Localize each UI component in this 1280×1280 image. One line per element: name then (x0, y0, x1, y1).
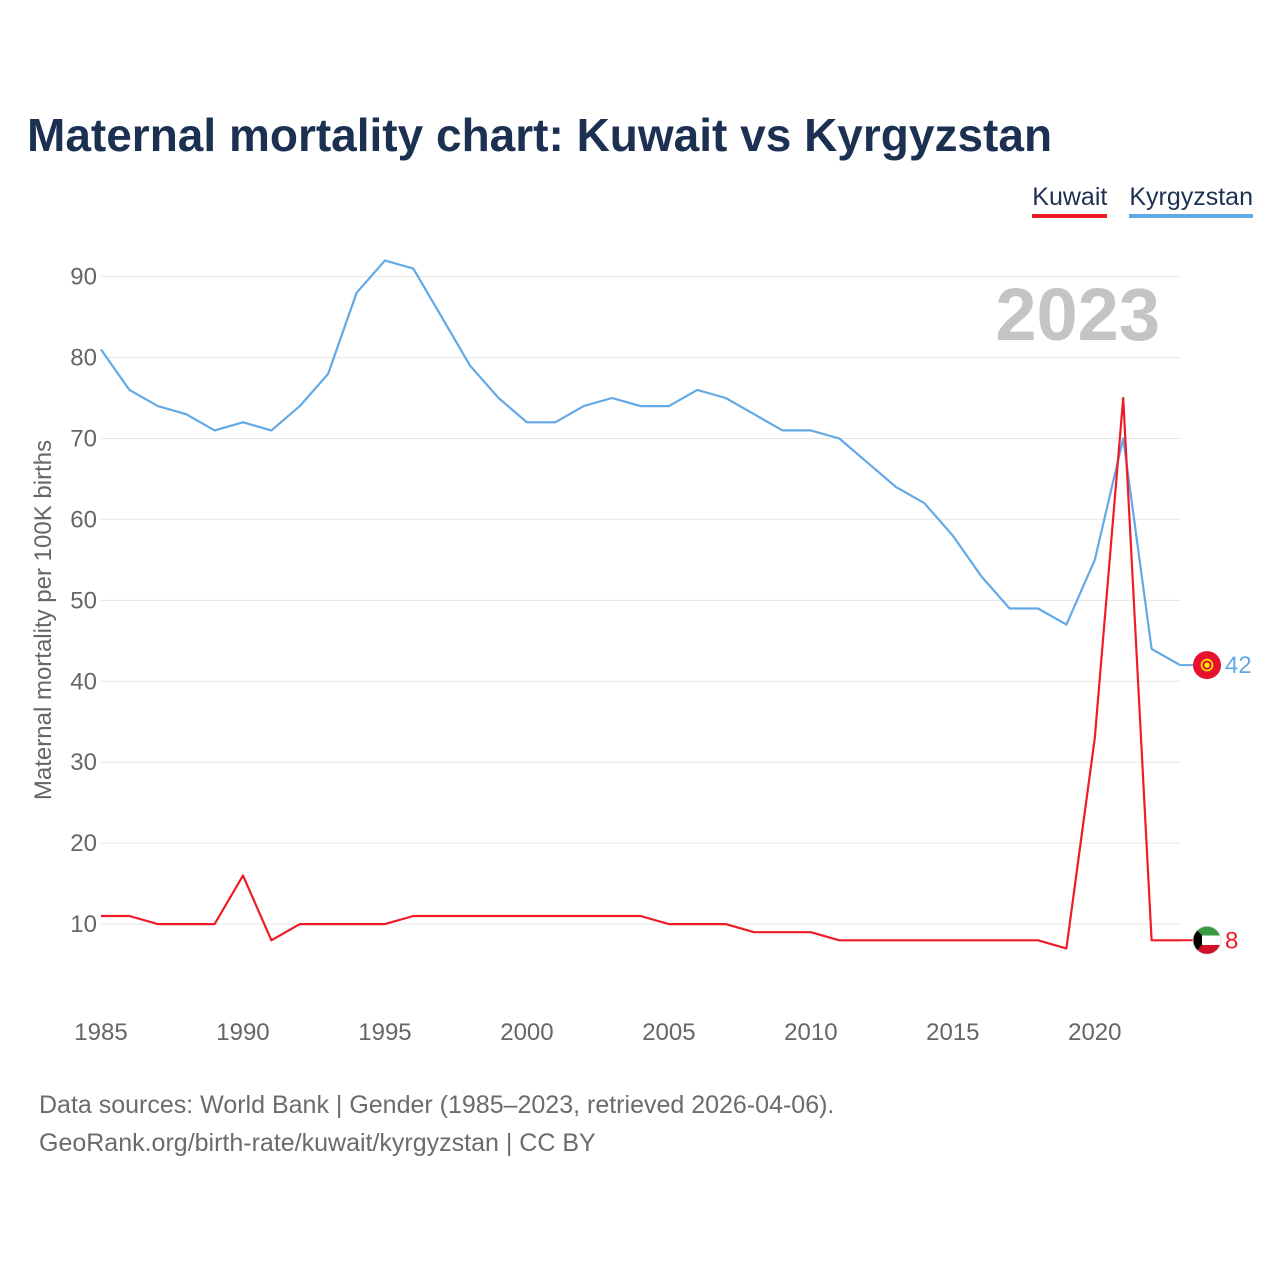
x-tick-label: 2020 (1068, 1019, 1121, 1046)
kuwait-flag-icon (1192, 925, 1222, 955)
data-source-note: Data sources: World Bank | Gender (1985–… (39, 1091, 835, 1119)
x-tick-label: 1990 (216, 1019, 269, 1046)
x-tick-label: 2015 (926, 1019, 979, 1046)
series-line-kyrgyzstan (100, 259, 1181, 667)
kyrgyzstan-flag-icon (1193, 651, 1221, 680)
y-tick-label: 80 (70, 345, 97, 372)
x-tick-label: 1995 (358, 1019, 411, 1046)
x-tick-label: 2005 (642, 1019, 695, 1046)
legend: Kuwait Kyrgyzstan (1032, 183, 1253, 218)
y-axis-label: Maternal mortality per 100K births (30, 440, 57, 800)
year-watermark: 2023 (995, 273, 1160, 356)
y-tick-label: 50 (70, 587, 97, 614)
y-tick-label: 30 (70, 749, 97, 776)
x-tick-label: 1985 (74, 1019, 127, 1046)
line-chart: 2023 Maternal mortality per 100K births … (30, 259, 1252, 1046)
series-line-kuwait (101, 396, 1180, 950)
footer: Data sources: World Bank | Gender (1985–… (39, 1086, 834, 1162)
end-value-label-kyrgyzstan: 42 (1225, 652, 1252, 679)
y-tick-label: 70 (70, 426, 97, 453)
credit-link[interactable]: GeoRank.org/birth-rate/kuwait/kyrgyzstan… (39, 1129, 596, 1157)
y-tick-label: 20 (70, 830, 97, 857)
x-tick-label: 2010 (784, 1019, 837, 1046)
x-tick-label: 2000 (500, 1019, 553, 1046)
chart-title: Maternal mortality chart: Kuwait vs Kyrg… (27, 109, 1053, 161)
legend-item-kuwait[interactable]: Kuwait (1032, 183, 1108, 218)
legend-item-kyrgyzstan[interactable]: Kyrgyzstan (1129, 183, 1253, 218)
y-tick-label: 10 (70, 911, 97, 938)
y-tick-label: 60 (70, 506, 97, 533)
y-tick-label: 40 (70, 668, 97, 695)
y-tick-label: 90 (70, 264, 97, 291)
end-value-label-kuwait: 8 (1225, 927, 1238, 954)
